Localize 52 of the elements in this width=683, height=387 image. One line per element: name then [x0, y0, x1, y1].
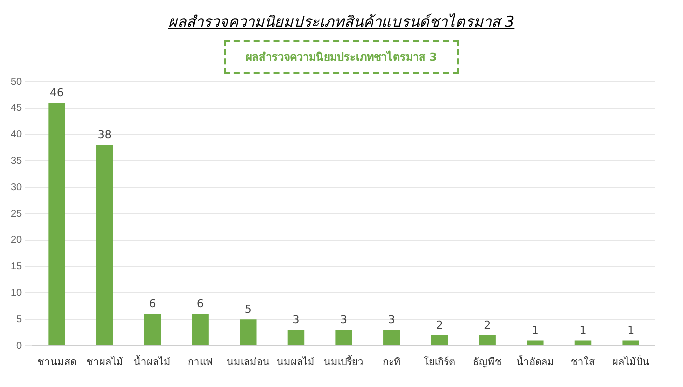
x-tick-label: กะทิ: [382, 358, 401, 369]
y-tick-label: 15: [11, 262, 23, 273]
data-label: 2: [436, 318, 444, 332]
bar: [144, 314, 162, 346]
y-tick-label: 10: [11, 288, 23, 299]
x-tick-label: ชาใส: [571, 356, 596, 369]
bar: [479, 335, 496, 346]
data-label: 5: [244, 302, 252, 316]
data-label: 6: [149, 298, 156, 311]
x-tick-label: นมผลไม้: [277, 356, 316, 369]
data-label: 3: [292, 314, 300, 327]
bar: [431, 335, 448, 346]
chart-title: ผลสำรวจความนิยมประเภทสินค้าแบรนด์ชาไตรมาส 3: [167, 12, 516, 33]
data-label: 6: [197, 298, 204, 311]
bar: [336, 330, 352, 346]
bar: [527, 340, 544, 346]
bar: [96, 145, 114, 346]
data-label: 3: [388, 314, 396, 327]
data-label: 1: [532, 324, 539, 338]
y-tick-label: 40: [11, 130, 23, 141]
x-tick-label: ชานมสด: [38, 358, 77, 369]
bar: [574, 340, 592, 346]
bar: [240, 320, 257, 346]
x-tick-label: นมเปรี้ยว: [324, 354, 364, 369]
y-tick-label: 35: [11, 156, 23, 167]
x-tick-label: น้ำอัดลม: [516, 354, 554, 369]
bar: [48, 103, 66, 346]
bar: [622, 340, 640, 346]
x-tick-label: น้ำผลไม้: [134, 354, 172, 369]
x-tick-label: โยเกิร์ต: [424, 356, 456, 369]
bar: [288, 330, 305, 346]
bar: [192, 314, 209, 346]
y-tick-label: 50: [11, 76, 23, 88]
chart-subtitle: ผลสำรวจความนิยมประเภทชาไตรมาส 3: [224, 40, 460, 74]
bar: [384, 330, 400, 346]
y-tick-label: 25: [11, 208, 23, 220]
x-tick-label: นมเลม่อน: [226, 358, 270, 369]
data-label: 1: [580, 324, 587, 338]
data-label: 3: [340, 314, 348, 327]
data-label: 46: [50, 86, 64, 100]
y-tick-label: 20: [11, 235, 23, 246]
x-tick-label: ชาผลไม้: [86, 356, 124, 369]
x-tick-label: ผลไม้ปั่น: [612, 354, 650, 369]
x-tick-label: ธัญพืช: [473, 356, 502, 369]
data-label: 1: [628, 324, 635, 338]
data-label: 2: [484, 318, 492, 332]
data-label: 38: [98, 128, 112, 142]
y-tick-label: 5: [16, 314, 23, 326]
y-tick-label: 45: [11, 103, 23, 114]
x-tick-label: กาแฟ: [188, 358, 214, 369]
y-tick-label: 0: [16, 340, 23, 352]
y-tick-label: 30: [11, 182, 23, 194]
